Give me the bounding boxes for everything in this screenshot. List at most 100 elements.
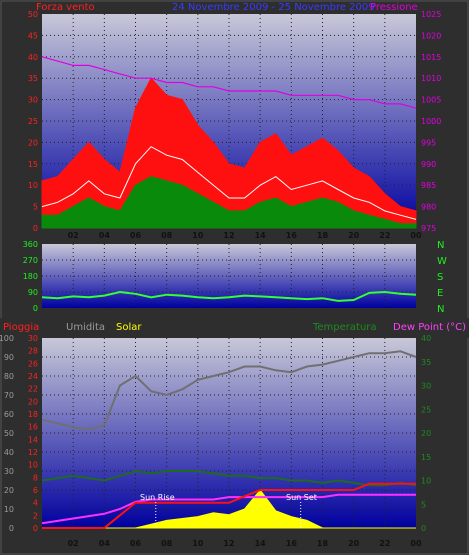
- x-tick-label: 00: [410, 231, 422, 240]
- y-tick-wind: 25: [28, 117, 38, 126]
- solar-area: [42, 489, 416, 529]
- y-tick-pressure: 1025: [421, 10, 441, 19]
- y-tick-rain: 18: [28, 410, 38, 419]
- temperature-label: Temperatura: [312, 322, 377, 333]
- x-tick-label: 08: [161, 231, 173, 240]
- y-tick-pressure: 985: [421, 181, 436, 190]
- y-tick-pressure: 975: [421, 224, 436, 233]
- rain-line: [42, 482, 416, 529]
- compass-e: E: [437, 288, 443, 299]
- y-tick-wind: 5: [33, 203, 38, 212]
- sunset-annotation: Sun Set: [286, 493, 317, 502]
- y-tick-pressure: 980: [421, 203, 436, 212]
- y-tick-rain: 28: [28, 347, 38, 356]
- y-tick-humidity: 100: [0, 334, 14, 343]
- y-tick-direction: 360: [23, 240, 38, 249]
- x-tick-label: 16: [286, 539, 298, 548]
- y-tick-humidity: 20: [4, 486, 14, 495]
- y-tick-temp: 30: [421, 382, 431, 391]
- y-tick-rain: 26: [28, 359, 38, 368]
- y-tick-wind: 35: [28, 74, 38, 83]
- x-tick-label: 06: [130, 539, 142, 548]
- y-tick-direction: 0: [33, 304, 38, 313]
- y-tick-rain: 14: [28, 435, 38, 444]
- y-tick-pressure: 1005: [421, 96, 441, 105]
- y-tick-temp: 35: [421, 358, 431, 367]
- y-tick-wind: 30: [28, 96, 38, 105]
- wind-average-line: [41, 146, 417, 220]
- humidity-label: Umidita: [66, 322, 105, 333]
- y-tick-rain: 20: [28, 397, 38, 406]
- y-tick-temp: 10: [421, 477, 431, 486]
- compass-n-top: N: [437, 240, 444, 251]
- x-tick-label: 20: [348, 539, 360, 548]
- x-tick-label: 14: [255, 539, 267, 548]
- dewpoint-label: Dew Point (°C): [393, 322, 466, 333]
- x-tick-label: 02: [68, 539, 79, 548]
- x-tick-label: 00: [410, 539, 422, 548]
- y-tick-temp: 20: [421, 429, 431, 438]
- y-tick-humidity: 70: [4, 391, 14, 400]
- x-tick-label: 18: [317, 231, 329, 240]
- y-tick-rain: 10: [28, 461, 38, 470]
- x-tick-label: 12: [223, 539, 234, 548]
- y-tick-temp: 40: [421, 334, 431, 343]
- wind-direction-line: [41, 290, 417, 302]
- compass-n-bottom: N: [437, 304, 444, 315]
- humidity-line: [41, 350, 417, 431]
- y-tick-rain: 16: [28, 423, 38, 432]
- y-tick-pressure: 990: [421, 160, 436, 169]
- y-tick-wind: 45: [28, 31, 38, 40]
- y-tick-direction: 180: [23, 272, 38, 281]
- y-tick-pressure: 1010: [421, 74, 441, 83]
- pressure-line: [41, 56, 417, 109]
- y-tick-wind: 40: [28, 53, 38, 62]
- y-tick-humidity: 0: [9, 524, 14, 533]
- y-tick-rain: 8: [33, 473, 38, 482]
- y-tick-temp: 5: [421, 500, 426, 509]
- y-tick-wind: 50: [28, 10, 38, 19]
- y-tick-rain: 22: [28, 385, 38, 394]
- x-tick-label: 14: [255, 231, 267, 240]
- sunrise-annotation: Sun Rise: [140, 493, 175, 502]
- y-tick-humidity: 50: [4, 429, 14, 438]
- compass-w: W: [437, 256, 447, 267]
- x-tick-label: 04: [99, 539, 111, 548]
- y-tick-rain: 6: [33, 486, 38, 495]
- date-range-title: 24 Novembre 2009 - 25 Novembre 2009: [172, 2, 375, 13]
- y-tick-direction: 270: [23, 256, 38, 265]
- x-tick-label: 16: [286, 231, 298, 240]
- y-tick-temp: 15: [421, 453, 431, 462]
- rain-label: Pioggia: [3, 322, 39, 333]
- y-tick-humidity: 30: [4, 467, 14, 476]
- y-tick-pressure: 1020: [421, 31, 441, 40]
- solar-label: Solar: [116, 322, 142, 333]
- y-tick-wind: 20: [28, 138, 38, 147]
- y-tick-temp: 0: [421, 524, 426, 533]
- x-tick-label: 22: [379, 539, 390, 548]
- x-tick-label: 04: [99, 231, 111, 240]
- y-tick-direction: 90: [28, 288, 38, 297]
- compass-labels: N W S E N: [437, 240, 447, 315]
- y-tick-pressure: 1015: [421, 53, 441, 62]
- y-tick-humidity: 60: [4, 410, 14, 419]
- y-tick-humidity: 10: [4, 505, 14, 514]
- x-tick-label: 10: [192, 539, 204, 548]
- x-tick-label: 18: [317, 539, 329, 548]
- dewpoint-line: [41, 493, 416, 525]
- y-tick-rain: 30: [28, 334, 38, 343]
- y-tick-temp: 25: [421, 405, 431, 414]
- y-tick-pressure: 995: [421, 138, 436, 147]
- y-tick-pressure: 1000: [421, 117, 441, 126]
- y-tick-rain: 12: [28, 448, 38, 457]
- wind-speed-area: [41, 176, 417, 229]
- y-tick-rain: 2: [33, 511, 38, 520]
- compass-s: S: [437, 272, 443, 283]
- y-tick-wind: 15: [28, 160, 38, 169]
- x-tick-label: 02: [68, 231, 79, 240]
- y-tick-humidity: 90: [4, 353, 14, 362]
- x-tick-label: 12: [223, 231, 234, 240]
- y-tick-rain: 4: [33, 499, 38, 508]
